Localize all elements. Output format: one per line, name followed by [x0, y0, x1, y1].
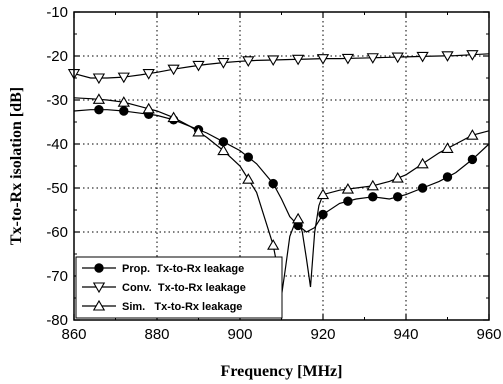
- series-1-marker: [467, 154, 478, 165]
- legend-label-3: Sim. Tx-to-Rx leakage: [122, 301, 242, 313]
- y-tick-label: -80: [46, 312, 68, 329]
- series-3-marker: [366, 179, 379, 191]
- series-2-marker: [466, 50, 479, 61]
- x-tick-label: 900: [227, 326, 252, 343]
- series-3-marker: [441, 142, 454, 153]
- legend-marker-3: [92, 299, 106, 311]
- legend-label-2: Conv. Tx-to-Rx leakage: [122, 282, 246, 294]
- y-tick-label: -70: [46, 268, 68, 285]
- x-tick-label: 920: [310, 326, 335, 343]
- series-3-marker: [466, 129, 479, 140]
- series-1-marker: [268, 178, 278, 189]
- x-tick-label: 860: [61, 326, 86, 343]
- y-tick-label: -50: [46, 180, 68, 197]
- series-2-marker: [341, 53, 355, 65]
- series-2-marker: [441, 51, 454, 62]
- series-1-marker: [442, 172, 453, 182]
- series-2-marker: [416, 51, 429, 63]
- series-3-marker: [416, 157, 429, 169]
- series-2-marker: [192, 60, 205, 72]
- series-3-marker: [142, 102, 155, 114]
- series-2-marker: [217, 58, 230, 69]
- series-3-marker: [341, 183, 355, 194]
- legend-label-1: Prop. Tx-to-Rx leakage: [122, 263, 244, 275]
- y-tick-label: -20: [46, 48, 68, 65]
- series-2-marker: [242, 56, 255, 67]
- series-2-marker: [117, 72, 130, 84]
- y-tick-label: -40: [46, 136, 68, 153]
- series-1-marker: [318, 209, 328, 220]
- series-2-marker: [291, 54, 305, 66]
- series-3-marker: [117, 96, 130, 107]
- series-2-marker: [316, 54, 330, 65]
- series-1-marker: [243, 152, 254, 162]
- series-1-marker: [94, 104, 104, 115]
- x-tick-label: 960: [476, 326, 501, 343]
- x-tick-label: 940: [393, 326, 418, 343]
- series-2-marker: [167, 64, 180, 76]
- series-3-marker: [92, 93, 106, 104]
- series-markers: [67, 50, 479, 250]
- series-1-marker: [119, 106, 129, 116]
- x-axis-title: Frequency [MHz]: [221, 363, 343, 380]
- series-3-marker: [217, 144, 230, 156]
- series-3-marker: [291, 212, 305, 224]
- series-3-marker: [192, 125, 205, 137]
- legend: Prop. Tx-to-Rx leakage Conv. Tx-to-Rx lea…: [75, 256, 283, 319]
- series-3-marker: [391, 172, 404, 183]
- series-3-marker: [316, 188, 330, 200]
- series-1-marker: [393, 192, 403, 202]
- y-axis-title: Tx-to-Rx isolation [dB]: [8, 87, 25, 245]
- series-1-marker: [417, 183, 428, 193]
- series-2-marker: [391, 52, 404, 64]
- x-tick-label: 880: [144, 326, 169, 343]
- y-tick-label: -10: [46, 4, 68, 21]
- y-tick-label: -30: [46, 92, 68, 109]
- series-2-marker: [366, 53, 379, 64]
- series-2-marker: [142, 69, 155, 80]
- series-3-marker: [242, 173, 255, 184]
- series-2-marker: [92, 73, 106, 85]
- series-1-marker: [368, 192, 378, 202]
- series-1-marker: [343, 196, 353, 206]
- series-2-marker: [267, 55, 280, 67]
- y-tick-label: -60: [46, 224, 68, 241]
- series-3-marker: [167, 111, 180, 123]
- series-3-marker: [267, 239, 280, 250]
- legend-marker-1: [94, 263, 104, 273]
- tick-labels: 860 880 900 920 940 960 -80 -70 -60 -50 -40 -30 -20 -…: [46, 4, 501, 343]
- legend-marker-2: [92, 282, 106, 294]
